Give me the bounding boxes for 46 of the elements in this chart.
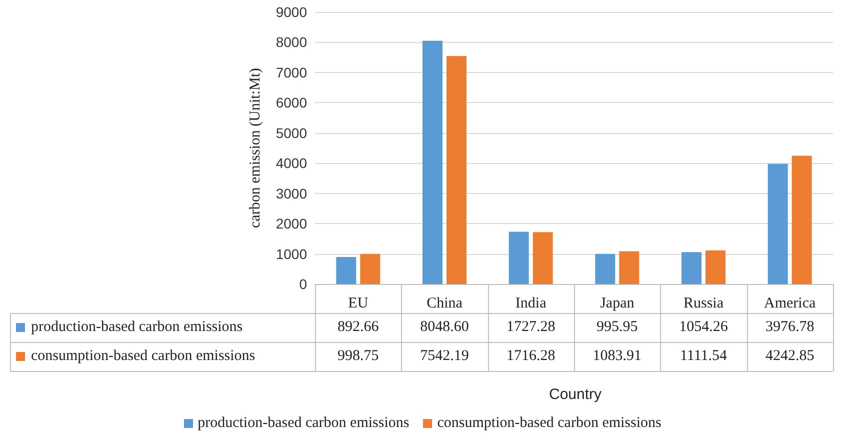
bar — [768, 164, 788, 284]
data-label: 1716.28 — [505, 347, 556, 366]
data-label: 1054.26 — [678, 318, 729, 337]
data-label: 1111.54 — [678, 347, 728, 366]
text: Country — [549, 386, 602, 403]
x-tick-label: India — [515, 296, 547, 312]
bar — [336, 257, 356, 284]
y-tick-label: 3000 — [276, 185, 308, 202]
x-tick-label: Japan — [600, 296, 635, 312]
x-tick-label: Russia — [683, 296, 724, 312]
bar — [595, 254, 616, 284]
bar — [792, 156, 812, 284]
data-label: 4242.85 — [764, 347, 816, 366]
bar — [532, 232, 553, 284]
data-label: 998.75 — [336, 347, 380, 366]
legend-label: consumption-based carbon emissions — [31, 348, 256, 365]
y-axis-title: carbon emission (Unit:Mt) — [248, 68, 264, 228]
bar — [508, 232, 529, 284]
data-label: 7542.19 — [419, 347, 470, 366]
y-tick-label: 8000 — [276, 34, 308, 50]
legend-label: production-based carbon emissions — [31, 319, 243, 336]
data-label: 995.95 — [596, 318, 639, 337]
data-label: 3976.78 — [764, 318, 816, 337]
y-tick-label: 1000 — [276, 246, 308, 262]
data-label: 1727.28 — [505, 318, 556, 337]
data-label: 8048.60 — [419, 318, 470, 337]
text: production-based carbon emissions — [198, 415, 410, 431]
y-tick-label: 2000 — [276, 216, 308, 232]
x-tick-label: America — [764, 296, 816, 312]
y-tick-label: 0 — [299, 276, 308, 292]
bar — [706, 250, 726, 284]
bar — [422, 40, 442, 284]
x-tick-label: EU — [348, 296, 368, 312]
bar — [360, 254, 380, 284]
x-tick-label: China — [426, 296, 463, 312]
bar — [446, 56, 466, 284]
y-tick-label: 5000 — [276, 124, 308, 141]
y-tick-label: 6000 — [276, 94, 308, 111]
data-label: 892.66 — [336, 318, 380, 337]
bar — [682, 252, 702, 284]
y-tick-label: 7000 — [276, 64, 308, 80]
data-label: 1083.91 — [592, 347, 643, 366]
y-tick-label: 4000 — [276, 155, 308, 172]
bar — [619, 251, 640, 284]
y-tick-label: 9000 — [276, 4, 308, 20]
text: consumption-based carbon emissions — [437, 415, 662, 431]
